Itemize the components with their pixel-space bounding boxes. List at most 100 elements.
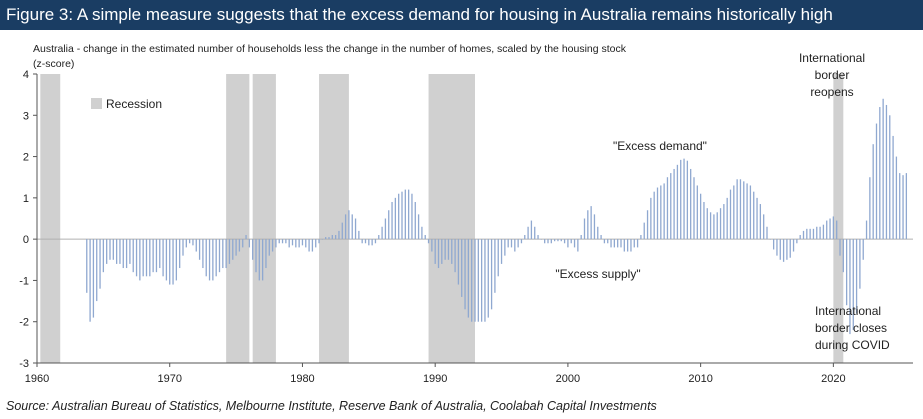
bar-1997.25 bbox=[530, 220, 533, 240]
recession-band-2 bbox=[226, 74, 250, 363]
bar-1985.5 bbox=[374, 239, 377, 244]
bar-1980.5 bbox=[308, 239, 310, 252]
bar-1967.5 bbox=[135, 239, 138, 277]
bar-1965.25 bbox=[106, 239, 108, 264]
x-tick-label: 1980 bbox=[290, 373, 314, 385]
bar-2003.25 bbox=[610, 239, 612, 248]
bar-1969.25 bbox=[159, 239, 161, 269]
bar-2014.5 bbox=[759, 204, 762, 240]
bar-1964.5 bbox=[96, 239, 98, 302]
bar-1968.25 bbox=[145, 239, 148, 277]
annotation-4-line-3: during COVID bbox=[815, 338, 890, 352]
bar-1991.25 bbox=[451, 239, 453, 264]
bar-1988 bbox=[407, 189, 410, 240]
bar-1989.5 bbox=[427, 239, 430, 244]
bar-1969.5 bbox=[162, 239, 164, 277]
bar-1987.5 bbox=[401, 191, 403, 240]
bar-2004.25 bbox=[623, 239, 625, 252]
bar-1998 bbox=[540, 239, 543, 240]
bar-2005 bbox=[633, 239, 635, 248]
x-tick-label: 2010 bbox=[688, 373, 712, 385]
bar-1973.25 bbox=[212, 239, 214, 281]
y-axis-unit: (z-score) bbox=[33, 58, 75, 70]
y-tick-label: 3 bbox=[23, 110, 29, 122]
bar-1978.5 bbox=[281, 239, 284, 244]
bar-2015.25 bbox=[769, 239, 771, 240]
annotation-1-line-1: "Excess demand" bbox=[613, 139, 707, 153]
y-tick-label: 1 bbox=[23, 193, 29, 205]
bar-1993.5 bbox=[480, 239, 483, 322]
bar-2009 bbox=[686, 160, 689, 240]
bar-1971.25 bbox=[185, 239, 187, 248]
bar-1975.5 bbox=[242, 239, 244, 248]
bar-2000 bbox=[567, 239, 569, 248]
bar-1970.5 bbox=[175, 239, 178, 281]
bar-1988.75 bbox=[417, 214, 420, 240]
bar-1992 bbox=[461, 239, 463, 297]
chart-description: Australia - change in the estimated numb… bbox=[33, 43, 627, 55]
bar-1988.25 bbox=[411, 193, 413, 240]
bar-1994.75 bbox=[497, 239, 499, 277]
bar-2013.75 bbox=[749, 185, 752, 240]
bar-2020.75 bbox=[842, 239, 844, 273]
bar-1985.25 bbox=[371, 239, 373, 246]
bar-1977.5 bbox=[268, 239, 270, 256]
y-tick-label: -1 bbox=[19, 275, 29, 287]
bar-2004.5 bbox=[626, 239, 629, 252]
bar-2012.25 bbox=[729, 189, 732, 240]
bar-2008 bbox=[673, 168, 675, 240]
bar-1971 bbox=[182, 239, 184, 256]
bar-2000.5 bbox=[573, 239, 576, 248]
bar-1982.75 bbox=[338, 230, 340, 240]
bar-1980.75 bbox=[311, 239, 314, 252]
bar-2022.25 bbox=[862, 239, 864, 260]
bar-1983 bbox=[341, 222, 343, 240]
bar-2023.5 bbox=[879, 107, 881, 240]
bar-1980 bbox=[301, 239, 304, 246]
bar-1985 bbox=[368, 239, 370, 246]
bar-1996.5 bbox=[520, 239, 523, 244]
bar-2021.5 bbox=[852, 239, 854, 330]
bar-2009.25 bbox=[690, 168, 692, 240]
bar-1971.5 bbox=[188, 239, 191, 244]
bar-2025.25 bbox=[902, 175, 904, 240]
bar-1967.75 bbox=[139, 239, 141, 281]
bar-2022.75 bbox=[869, 177, 871, 240]
bar-2006 bbox=[646, 210, 649, 240]
bar-1979.25 bbox=[291, 239, 294, 246]
bar-1976.5 bbox=[255, 239, 257, 273]
bar-1968.75 bbox=[152, 239, 154, 273]
bar-2007.25 bbox=[663, 183, 665, 240]
bar-1981.75 bbox=[325, 237, 327, 240]
bar-1983.25 bbox=[344, 214, 347, 240]
bar-1998.5 bbox=[547, 239, 549, 244]
bar-1969 bbox=[155, 239, 158, 273]
annotation-4-line-2: border closes bbox=[815, 321, 887, 335]
x-tick-label: 2000 bbox=[556, 373, 580, 385]
bar-2002.75 bbox=[603, 239, 606, 244]
bar-1983.75 bbox=[351, 214, 353, 240]
bar-2016.25 bbox=[782, 239, 785, 262]
bar-2006.25 bbox=[650, 197, 652, 240]
bar-1967 bbox=[129, 239, 131, 264]
bar-1995.25 bbox=[504, 239, 506, 256]
figure-title: Figure 3: A simple measure suggests that… bbox=[0, 0, 923, 30]
bar-1998.25 bbox=[544, 239, 546, 244]
bar-2018.25 bbox=[809, 228, 811, 240]
bar-1990 bbox=[434, 239, 436, 264]
annotation-3-line-2: border bbox=[815, 68, 850, 82]
bar-2016.5 bbox=[786, 239, 788, 260]
y-tick-label: 0 bbox=[23, 234, 29, 246]
bar-1981 bbox=[315, 239, 317, 248]
bar-2008.75 bbox=[683, 158, 685, 240]
bar-1970.25 bbox=[172, 239, 174, 285]
bar-1981.5 bbox=[321, 239, 324, 240]
bar-2006.75 bbox=[656, 187, 659, 240]
bar-2024 bbox=[885, 104, 888, 240]
bar-1993 bbox=[474, 239, 476, 322]
bar-2011.75 bbox=[723, 204, 725, 240]
bar-1997.5 bbox=[534, 226, 536, 240]
bar-2000.75 bbox=[577, 239, 579, 252]
bar-2017.25 bbox=[796, 239, 798, 244]
y-tick-label: -2 bbox=[19, 317, 29, 329]
